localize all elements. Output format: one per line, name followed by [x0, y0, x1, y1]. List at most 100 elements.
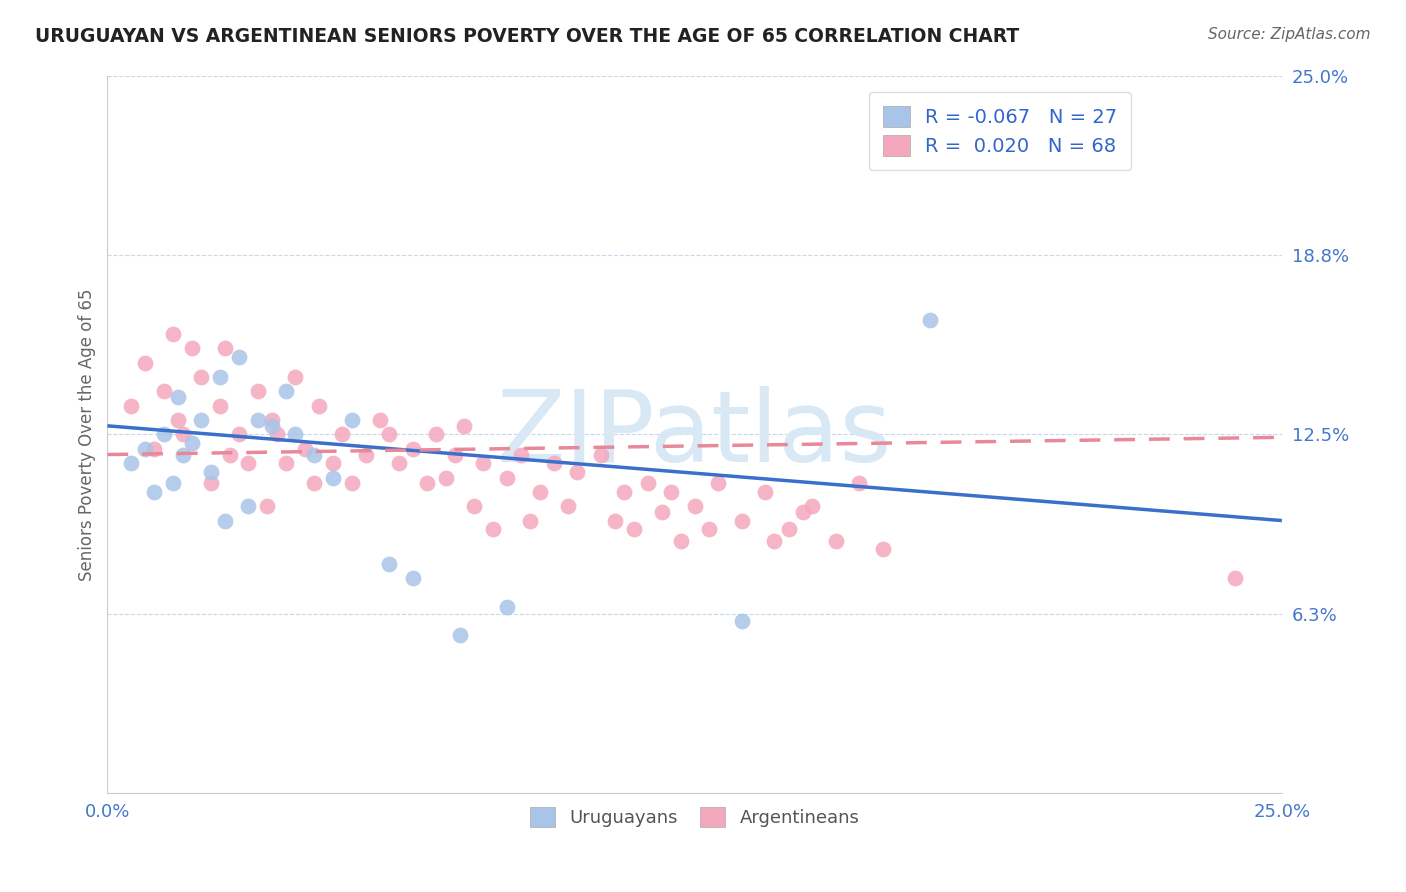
Point — [302, 476, 325, 491]
Point — [284, 427, 307, 442]
Point — [1223, 571, 1246, 585]
Point — [444, 448, 467, 462]
Point — [162, 326, 184, 341]
Point — [209, 370, 232, 384]
Point — [623, 522, 645, 536]
Point — [322, 470, 344, 484]
Point — [730, 514, 752, 528]
Point — [637, 476, 659, 491]
Point — [651, 505, 673, 519]
Point — [200, 476, 222, 491]
Point — [181, 341, 204, 355]
Point — [190, 413, 212, 427]
Text: URUGUAYAN VS ARGENTINEAN SENIORS POVERTY OVER THE AGE OF 65 CORRELATION CHART: URUGUAYAN VS ARGENTINEAN SENIORS POVERTY… — [35, 27, 1019, 45]
Point — [378, 427, 401, 442]
Point — [613, 484, 636, 499]
Point — [228, 427, 250, 442]
Point — [214, 514, 236, 528]
Point — [425, 427, 447, 442]
Point — [218, 448, 240, 462]
Point — [260, 413, 283, 427]
Point — [707, 476, 730, 491]
Point — [495, 599, 517, 614]
Point — [453, 418, 475, 433]
Legend: Uruguayans, Argentineans: Uruguayans, Argentineans — [523, 800, 866, 835]
Point — [567, 465, 589, 479]
Point — [274, 456, 297, 470]
Text: ZIPatlas: ZIPatlas — [496, 386, 893, 483]
Point — [557, 500, 579, 514]
Point — [354, 448, 377, 462]
Point — [143, 442, 166, 456]
Point — [274, 384, 297, 399]
Point — [472, 456, 495, 470]
Point — [824, 533, 846, 548]
Point — [801, 500, 824, 514]
Point — [792, 505, 814, 519]
Point — [120, 399, 142, 413]
Point — [603, 514, 626, 528]
Point — [228, 350, 250, 364]
Point — [190, 370, 212, 384]
Point — [340, 476, 363, 491]
Point — [683, 500, 706, 514]
Point — [589, 448, 612, 462]
Point — [763, 533, 786, 548]
Point — [134, 356, 156, 370]
Point — [238, 456, 260, 470]
Point — [529, 484, 551, 499]
Point — [340, 413, 363, 427]
Point — [378, 557, 401, 571]
Point — [481, 522, 503, 536]
Point — [730, 614, 752, 628]
Point — [238, 500, 260, 514]
Point — [495, 470, 517, 484]
Point — [416, 476, 439, 491]
Point — [322, 456, 344, 470]
Point — [697, 522, 720, 536]
Point — [754, 484, 776, 499]
Point — [152, 384, 174, 399]
Point — [214, 341, 236, 355]
Point — [449, 628, 471, 642]
Point — [120, 456, 142, 470]
Point — [172, 448, 194, 462]
Point — [402, 442, 425, 456]
Point — [266, 427, 288, 442]
Point — [368, 413, 391, 427]
Point — [434, 470, 457, 484]
Point — [463, 500, 485, 514]
Point — [402, 571, 425, 585]
Point — [260, 418, 283, 433]
Point — [308, 399, 330, 413]
Point — [519, 514, 541, 528]
Point — [509, 448, 531, 462]
Point — [669, 533, 692, 548]
Point — [246, 384, 269, 399]
Point — [134, 442, 156, 456]
Point — [166, 390, 188, 404]
Point — [200, 465, 222, 479]
Point — [284, 370, 307, 384]
Point — [166, 413, 188, 427]
Point — [209, 399, 232, 413]
Point — [543, 456, 565, 470]
Point — [152, 427, 174, 442]
Point — [918, 312, 941, 326]
Y-axis label: Seniors Poverty Over the Age of 65: Seniors Poverty Over the Age of 65 — [79, 288, 96, 581]
Point — [302, 448, 325, 462]
Point — [330, 427, 353, 442]
Point — [143, 484, 166, 499]
Point — [388, 456, 411, 470]
Point — [848, 476, 870, 491]
Point — [181, 436, 204, 450]
Point — [778, 522, 800, 536]
Point — [294, 442, 316, 456]
Point — [246, 413, 269, 427]
Point — [256, 500, 278, 514]
Point — [162, 476, 184, 491]
Point — [872, 542, 894, 557]
Point — [172, 427, 194, 442]
Point — [659, 484, 682, 499]
Text: Source: ZipAtlas.com: Source: ZipAtlas.com — [1208, 27, 1371, 42]
